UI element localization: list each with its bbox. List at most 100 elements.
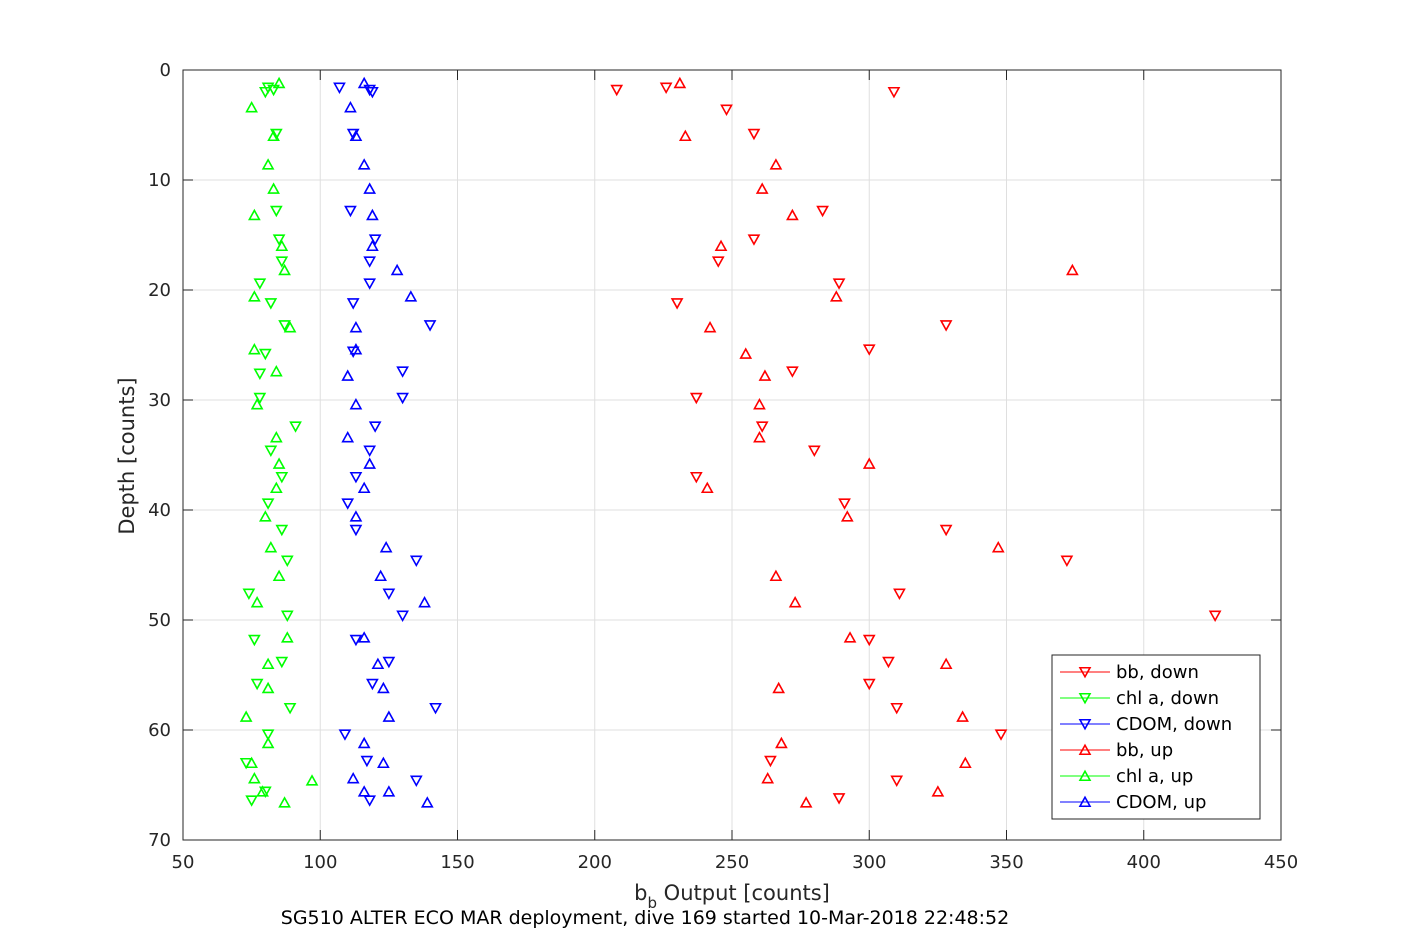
- data-point: [264, 445, 278, 457]
- data-point: [670, 298, 684, 310]
- data-point: [390, 263, 404, 276]
- y-tick-label: 10: [148, 170, 171, 191]
- data-point: [256, 785, 269, 797]
- data-point: [349, 634, 363, 647]
- data-point: [799, 796, 813, 808]
- legend-marker: [1078, 718, 1092, 731]
- series-3: [673, 76, 1079, 808]
- data-point: [747, 234, 761, 246]
- data-point: [242, 588, 256, 600]
- data-point: [786, 366, 799, 378]
- data-point: [659, 82, 673, 94]
- legend-label: chl a, down: [1116, 688, 1219, 709]
- data-point: [1060, 555, 1074, 567]
- data-point: [939, 657, 953, 670]
- x-tick-labels: 50 100 150 200 250 300 350 400 450: [172, 852, 1299, 873]
- data-point: [409, 555, 423, 567]
- legend-marker: [1078, 666, 1092, 679]
- data-point: [816, 205, 829, 218]
- data-point: [349, 471, 363, 484]
- data-point: [363, 256, 377, 268]
- data-point: [346, 128, 360, 141]
- data-point: [338, 729, 352, 741]
- legend-label: chl a, up: [1116, 766, 1193, 787]
- ticks: [182, 69, 1282, 841]
- data-point: [344, 101, 357, 113]
- data-point: [890, 702, 904, 715]
- data-point: [363, 278, 377, 290]
- figure-caption: SG510 ALTER ECO MAR deployment, dive 169…: [281, 907, 1009, 929]
- data-point: [248, 634, 261, 647]
- data-point: [269, 481, 283, 494]
- data-point: [341, 498, 355, 510]
- data-point: [404, 290, 418, 302]
- data-point: [700, 481, 714, 494]
- y-tick-label: 50: [148, 610, 171, 631]
- legend-marker: [1078, 769, 1092, 782]
- data-point: [280, 555, 294, 567]
- data-point: [409, 775, 423, 787]
- data-point: [371, 657, 385, 670]
- data-point: [357, 158, 371, 170]
- data-point: [862, 457, 876, 469]
- legend-label: CDOM, down: [1116, 714, 1232, 735]
- data-point: [807, 445, 821, 457]
- data-point: [253, 392, 267, 405]
- data-point: [261, 681, 275, 694]
- data-point: [829, 290, 843, 302]
- data-point: [363, 457, 377, 469]
- data-point: [382, 656, 396, 669]
- data-point: [840, 510, 854, 522]
- data-point: [280, 610, 294, 622]
- data-point: [275, 256, 289, 268]
- data-point: [269, 365, 283, 377]
- data-point: [283, 702, 297, 715]
- data-point: [349, 398, 363, 410]
- data-point: [272, 234, 286, 246]
- data-point: [269, 431, 283, 443]
- data-point: [689, 471, 703, 484]
- data-point: [253, 368, 267, 380]
- data-point: [341, 431, 355, 443]
- data-point: [349, 510, 363, 522]
- data-point: [429, 702, 442, 715]
- x-tick-label: 350: [989, 852, 1023, 873]
- data-point: [275, 524, 289, 537]
- data-point: [245, 795, 258, 807]
- legend-marker: [1078, 743, 1092, 756]
- data-point: [610, 84, 624, 97]
- data-point: [423, 320, 437, 332]
- data-point: [357, 785, 371, 797]
- data-point: [991, 541, 1005, 553]
- data-point: [377, 681, 390, 694]
- data-point: [1208, 610, 1222, 622]
- data-point: [678, 129, 692, 142]
- data-point: [755, 182, 769, 194]
- series-2: [333, 82, 442, 807]
- series-5: [341, 76, 434, 808]
- data-point: [374, 569, 387, 582]
- data-point: [357, 631, 371, 643]
- data-point: [382, 710, 396, 722]
- data-point: [786, 208, 799, 221]
- data-point: [755, 421, 769, 433]
- data-point: [261, 657, 275, 670]
- data-point: [333, 82, 346, 94]
- data-point: [838, 498, 851, 510]
- data-point: [269, 205, 283, 218]
- data-point: [267, 182, 280, 194]
- data-point: [366, 678, 379, 691]
- data-point: [363, 84, 377, 97]
- y-tick-label: 30: [148, 390, 171, 411]
- series-4: [239, 76, 319, 808]
- data-point: [832, 793, 846, 805]
- y-tick-label: 60: [148, 720, 171, 741]
- data-point: [258, 786, 272, 798]
- data-point: [264, 541, 278, 553]
- data-point: [269, 128, 283, 141]
- data-point: [366, 86, 379, 99]
- data-point: [769, 158, 783, 170]
- data-point: [761, 772, 775, 784]
- data-point: [267, 84, 280, 97]
